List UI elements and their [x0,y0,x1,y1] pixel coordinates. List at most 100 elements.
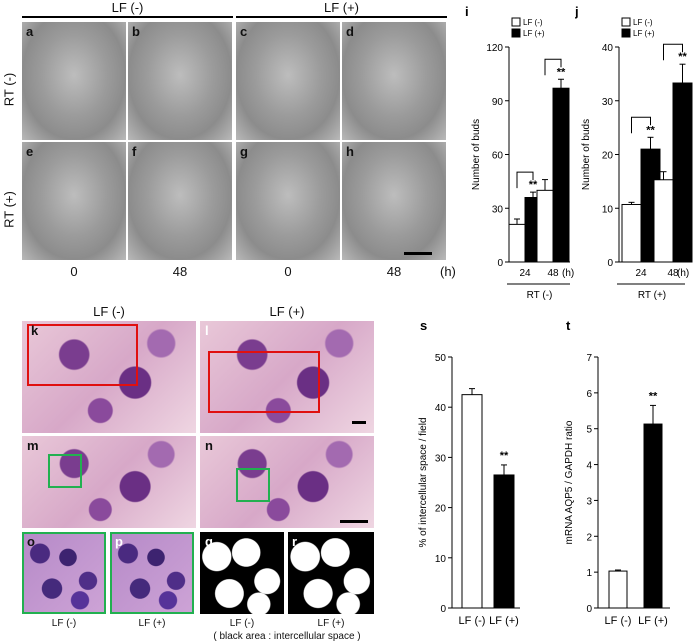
y-tick-label: 1 [586,568,592,579]
y-tick-label: 3 [586,496,592,507]
significance-mark: ** [649,390,658,402]
panel-letter-g: g [240,144,248,159]
y-tick-label: 30 [492,204,504,215]
scale-bar [340,520,368,523]
y-axis-label: mRNA AQP5 / GAPDH ratio [564,420,575,544]
group-label-lf-neg: LF (-) [111,0,144,15]
x-unit-label: (h) [562,268,574,279]
bar [493,474,515,609]
x-tick-label: 24 [519,268,531,279]
y-tick-label: 4 [586,461,592,472]
bar [508,223,526,263]
panel-d-image [342,22,446,140]
legend-label: LF (-) [633,18,653,27]
histo-group-label-lf-pos: LF (+) [269,304,305,319]
panel-o-image [22,532,106,614]
panel-letter-q: q [205,534,213,549]
group-label-lf-pos: LF (+) [323,0,360,15]
panel-letter-n: n [205,438,213,453]
group-label: RT (-) [527,290,553,300]
y-tick-label: 7 [586,353,592,364]
panel-p-image [110,532,194,614]
y-tick-label: 60 [492,151,504,162]
panel-g-image [236,142,340,260]
x-unit-label: (h) [677,268,689,279]
bar [608,570,628,609]
y-tick-label: 40 [435,403,447,414]
panel-letter-d: d [346,24,354,39]
significance-mark: ** [500,450,509,462]
significance-mark: ** [646,124,655,136]
legend-swatch [511,28,521,38]
inset-box-red [208,351,320,413]
group-bar-right [236,16,447,18]
panel-letter-e: e [26,144,34,159]
y-tick-label: 0 [607,258,613,269]
legend-swatch [511,17,521,27]
panel-letter-b: b [132,24,140,39]
panel-letter-f: f [132,144,137,159]
x-tick-label: 48 [547,268,559,279]
under-label: LF (-) [229,618,255,629]
bar-chart-j: j 0 10 20 30 40 Number of buds LF (-) LF (+) ** 24… [575,4,693,300]
panel-f-image [128,142,232,260]
y-tick-label: 6 [586,389,592,400]
legend-swatch [621,28,631,38]
time-unit-label: (h) [440,264,456,279]
panel-q-image [200,532,284,614]
scale-bar [352,421,366,424]
bar [672,82,693,263]
y-axis-label: Number of buds [581,119,592,190]
y-tick-label: 0 [497,258,503,269]
time-label: 0 [284,264,292,279]
x-tick-label: 48 [667,268,679,279]
panel-letter-m: m [27,438,39,453]
legend-swatch [621,17,631,27]
x-tick-label: LF (-) [459,615,486,627]
significance-bracket [516,171,534,189]
bar [552,87,570,263]
panel-letter: i [465,4,469,19]
under-label: LF (+) [138,618,166,629]
y-tick-label: 120 [486,43,503,54]
y-tick-label: 30 [435,453,447,464]
panel-r-image [288,532,374,614]
bar [536,189,554,263]
legend-label: LF (-) [523,18,543,27]
panel-letter: j [575,4,579,19]
panel-letter-o: o [27,534,35,549]
y-axis-label: % of intercellular space / field [418,417,429,547]
bar [653,179,674,263]
significance-bracket [663,43,683,61]
under-label: LF (-) [51,618,77,629]
y-tick-label: 10 [602,204,614,215]
panel-e-image [22,142,126,260]
group-bar-left [22,16,233,18]
panel-h-image [342,142,446,260]
y-tick-label: 0 [440,604,446,615]
y-tick-label: 90 [492,97,504,108]
y-tick-label: 20 [435,504,447,515]
panel-letter-r: r [292,534,298,549]
panel-letter-a: a [26,24,34,39]
panel-letter-h: h [346,144,354,159]
panel-letter-p: p [115,534,123,549]
significance-mark: ** [529,179,538,191]
legend-label: LF (+) [523,29,545,38]
time-label: 48 [386,264,402,279]
scale-bar-top [404,252,432,255]
panel-letter-c: c [240,24,248,39]
legend-label: LF (+) [633,29,655,38]
significance-bracket [631,116,651,134]
x-tick-label: LF (+) [638,615,668,627]
row-label-rt-neg: RT (-) [1,72,17,107]
inset-box-red [27,324,138,386]
panel-c-image [236,22,340,140]
significance-bracket [544,58,562,76]
inset-box-green [48,454,82,488]
significance-mark: ** [678,51,687,63]
caption-intercellular-space: ( black area : intercellular space ) [213,631,361,642]
panel-letter: s [420,318,427,333]
panel-letter-l: l [205,323,209,338]
panel-b-image [128,22,232,140]
